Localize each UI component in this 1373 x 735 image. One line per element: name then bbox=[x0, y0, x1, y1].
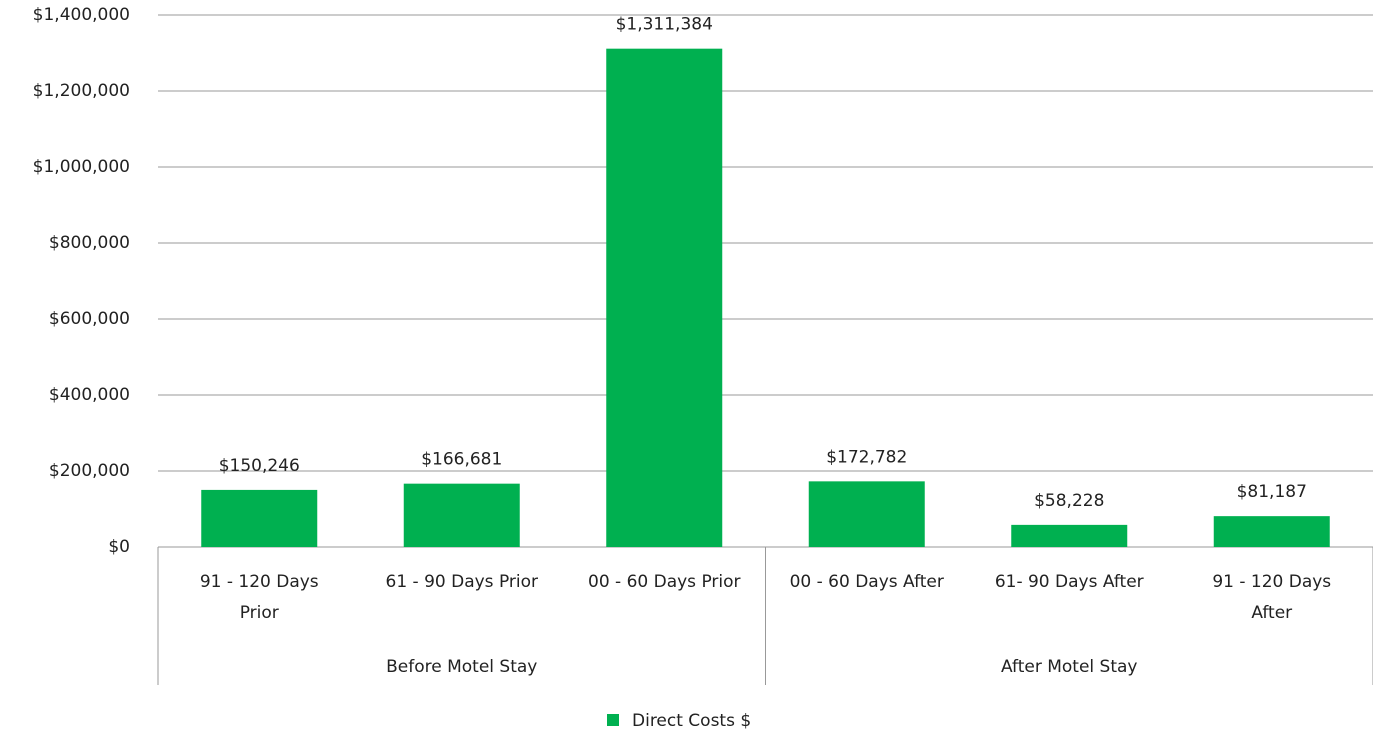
legend-label: Direct Costs $ bbox=[632, 711, 751, 731]
bar bbox=[606, 48, 723, 548]
group-label: After Motel Stay bbox=[1001, 657, 1137, 677]
legend-swatch bbox=[607, 714, 619, 726]
x-tick-label: 61 - 90 Days Prior bbox=[385, 572, 539, 592]
y-tick-label: $1,000,000 bbox=[33, 157, 130, 177]
x-tick-label: 00 - 60 Days After bbox=[789, 572, 944, 592]
y-tick-label: $0 bbox=[108, 537, 130, 557]
y-tick-label: $1,200,000 bbox=[33, 81, 130, 101]
y-tick-label: $200,000 bbox=[49, 461, 130, 481]
x-tick-label: 91 - 120 Days Prior bbox=[199, 572, 319, 623]
y-tick-label: $1,400,000 bbox=[33, 5, 130, 25]
data-label: $58,228 bbox=[1034, 491, 1104, 511]
x-tick-label: 91 - 120 Days After bbox=[1212, 572, 1332, 623]
x-tick-label: 00 - 60 Days Prior bbox=[588, 572, 741, 592]
data-label: $150,246 bbox=[219, 456, 300, 476]
bar bbox=[201, 489, 318, 547]
bar bbox=[808, 481, 925, 547]
bar bbox=[1213, 516, 1330, 547]
data-label: $172,782 bbox=[826, 447, 907, 467]
bar bbox=[403, 483, 520, 547]
y-tick-label: $600,000 bbox=[49, 309, 130, 329]
x-tick-label: 61- 90 Days After bbox=[994, 572, 1144, 592]
data-label: $1,311,384 bbox=[616, 15, 713, 35]
data-label: $166,681 bbox=[421, 450, 502, 470]
data-label: $81,187 bbox=[1237, 482, 1307, 502]
group-label: Before Motel Stay bbox=[386, 657, 537, 677]
y-tick-label: $800,000 bbox=[49, 233, 130, 253]
bar bbox=[1011, 524, 1128, 547]
y-tick-label: $400,000 bbox=[49, 385, 130, 405]
